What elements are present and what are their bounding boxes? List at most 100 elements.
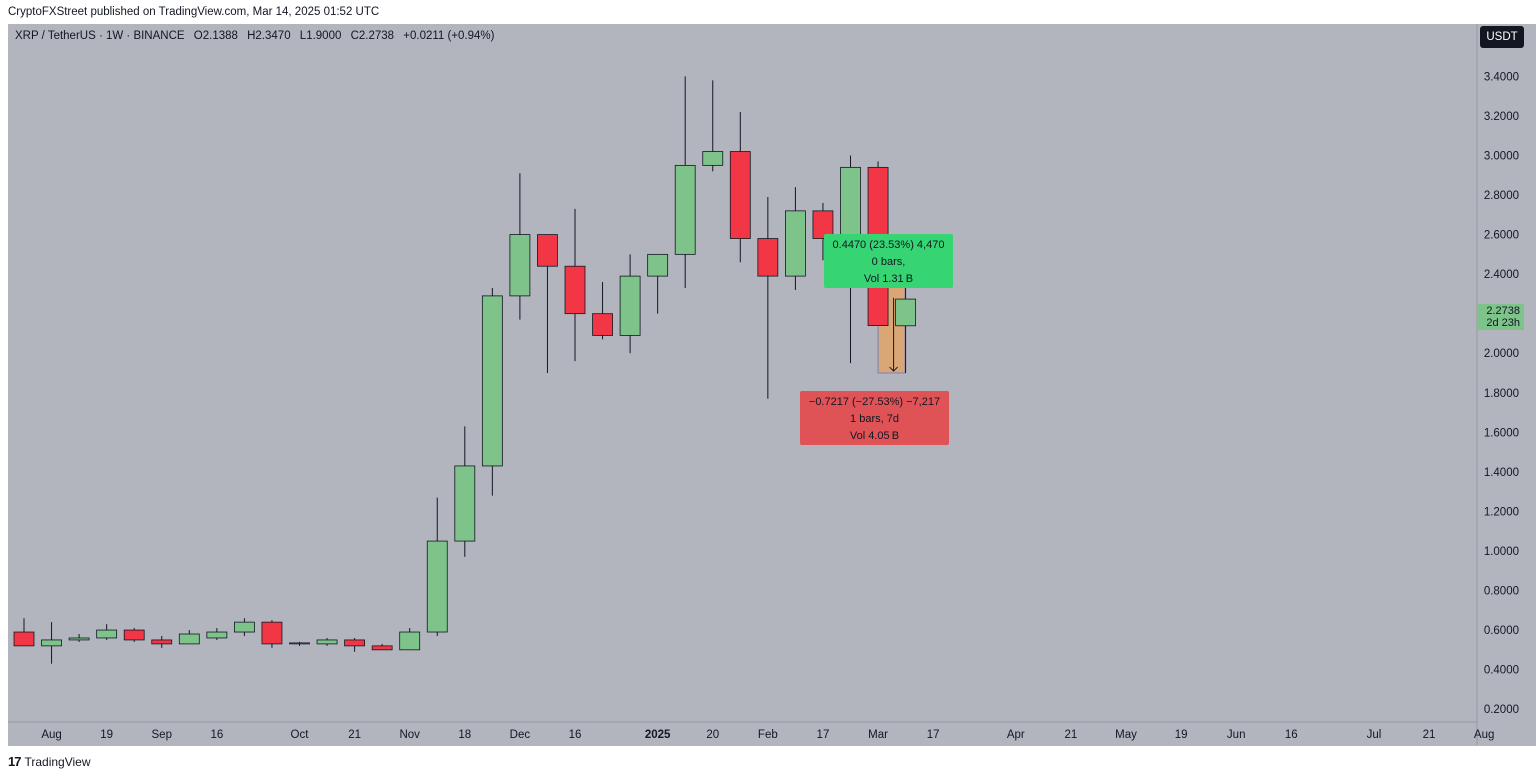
time-axis-background	[8, 722, 1536, 746]
x-tick-label: Sep	[152, 729, 172, 741]
y-tick-label: 3.2000	[1484, 111, 1519, 123]
candle-body	[757, 238, 779, 277]
candle-body	[96, 629, 118, 639]
y-tick-label: 1.6000	[1484, 427, 1519, 439]
y-tick-label: 2.0000	[1484, 348, 1519, 360]
candle-body	[702, 151, 724, 166]
y-tick-label: 1.4000	[1484, 467, 1519, 479]
x-tick-label: 17	[927, 729, 940, 741]
x-tick-label: Mar	[868, 729, 888, 741]
y-tick-label: 0.2000	[1484, 704, 1519, 716]
candle-body	[233, 621, 255, 633]
measure-down-arrow-icon	[889, 366, 898, 372]
y-tick-label: 2.6000	[1484, 230, 1519, 242]
candle-body	[619, 275, 641, 336]
x-tick-label: 16	[210, 729, 223, 741]
plot-background	[8, 24, 1477, 722]
x-tick-label: Oct	[291, 729, 310, 741]
measure-up-tooltip: 0.4470 (23.53%) 4,470 0 bars, Vol 1.31 B	[824, 234, 953, 288]
candle-body	[13, 631, 35, 647]
x-tick-label: 2025	[645, 729, 671, 741]
y-tick-label: 3.4000	[1484, 71, 1519, 83]
symbol-ohlc-legend: XRP / TetherUS · 1W · BINANCE O2.1388 H2…	[15, 30, 500, 42]
y-tick-label: 2.8000	[1484, 190, 1519, 202]
x-tick-label: 21	[348, 729, 361, 741]
measure-down-change: −0.7217 (−27.53%) −7,217	[808, 396, 941, 408]
x-tick-label: May	[1115, 729, 1137, 741]
low-value: L1.9000	[299, 30, 342, 42]
x-tick-label: Jun	[1227, 729, 1246, 741]
candle-body	[289, 642, 310, 645]
x-tick-label: Dec	[510, 729, 531, 741]
y-tick-label: 2.4000	[1484, 269, 1519, 281]
candle-body	[729, 151, 751, 239]
candle-body	[454, 465, 476, 542]
open-value: O2.1388	[193, 30, 238, 42]
x-tick-label: Apr	[1007, 729, 1025, 741]
x-tick-label: Feb	[758, 729, 778, 741]
publish-header: CryptoFXStreet published on TradingView.…	[8, 6, 380, 18]
candle-body	[206, 631, 228, 639]
x-tick-label: 16	[1285, 729, 1298, 741]
candle-body	[151, 639, 173, 645]
candle-body	[481, 295, 503, 467]
candle-body	[261, 621, 283, 645]
x-tick-label: 16	[569, 729, 582, 741]
x-tick-label: 21	[1423, 729, 1436, 741]
symbol-name[interactable]: XRP / TetherUS · 1W · BINANCE	[15, 30, 185, 42]
candle-body	[674, 164, 696, 255]
candle-body	[785, 210, 806, 277]
candle-body	[537, 234, 558, 267]
y-tick-label: 1.8000	[1484, 388, 1519, 400]
measure-up-volume: Vol 1.31 B	[863, 273, 914, 285]
y-tick-label: 0.8000	[1484, 586, 1519, 598]
tradingview-logo-icon: 17	[8, 754, 22, 769]
y-tick-label: 1.2000	[1484, 506, 1519, 518]
close-value: C2.2738	[350, 30, 395, 42]
y-tick-label: 0.6000	[1484, 625, 1519, 637]
x-tick-label: Nov	[399, 729, 420, 741]
x-tick-label: 17	[817, 729, 830, 741]
x-tick-label: Aug	[1474, 729, 1494, 741]
footer-brand[interactable]: 17 TradingView	[8, 754, 91, 769]
candle-body	[371, 645, 393, 651]
candle-body	[344, 639, 366, 647]
last-price-label: 2.2738 2d 23h	[1478, 304, 1524, 330]
measure-down-volume: Vol 4.05 B	[849, 430, 900, 442]
measure-up-change: 0.4470 (23.53%) 4,470	[832, 239, 945, 251]
measure-down-bars: 1 bars, 7d	[850, 413, 899, 425]
candle-body	[68, 637, 90, 641]
change-value: +0.0211 (+0.94%)	[403, 30, 495, 42]
measure-down-tooltip: −0.7217 (−27.53%) −7,217 1 bars, 7d Vol …	[800, 391, 949, 445]
candle-body	[647, 253, 669, 277]
last-price-value: 2.2738	[1486, 305, 1520, 317]
currency-button[interactable]: USDT	[1480, 26, 1524, 48]
x-tick-label: 18	[458, 729, 471, 741]
bar-countdown: 2d 23h	[1486, 317, 1520, 329]
measure-up-bars: 0 bars,	[871, 256, 906, 268]
candle-body	[426, 540, 448, 633]
x-tick-label: 20	[706, 729, 719, 741]
price-axis-background	[1477, 24, 1536, 722]
candle-body	[840, 166, 861, 239]
candle-body	[399, 631, 421, 651]
y-tick-label: 3.0000	[1484, 150, 1519, 162]
high-value: H2.3470	[247, 30, 291, 42]
x-tick-label: 19	[1175, 729, 1188, 741]
candle-body	[812, 210, 834, 239]
candle-body	[509, 234, 531, 297]
x-tick-label: Aug	[41, 729, 61, 741]
x-tick-label: 19	[100, 729, 113, 741]
footer-brand-name: TradingView	[24, 754, 91, 769]
candle-body	[316, 639, 338, 645]
candle-body	[178, 633, 200, 645]
candle-body	[592, 313, 613, 336]
x-tick-label: 21	[1065, 729, 1078, 741]
candle-body	[895, 298, 916, 327]
x-tick-label: Jul	[1367, 729, 1382, 741]
y-tick-label: 1.0000	[1484, 546, 1519, 558]
y-tick-label: 0.4000	[1484, 665, 1519, 677]
candle-body	[41, 639, 62, 647]
